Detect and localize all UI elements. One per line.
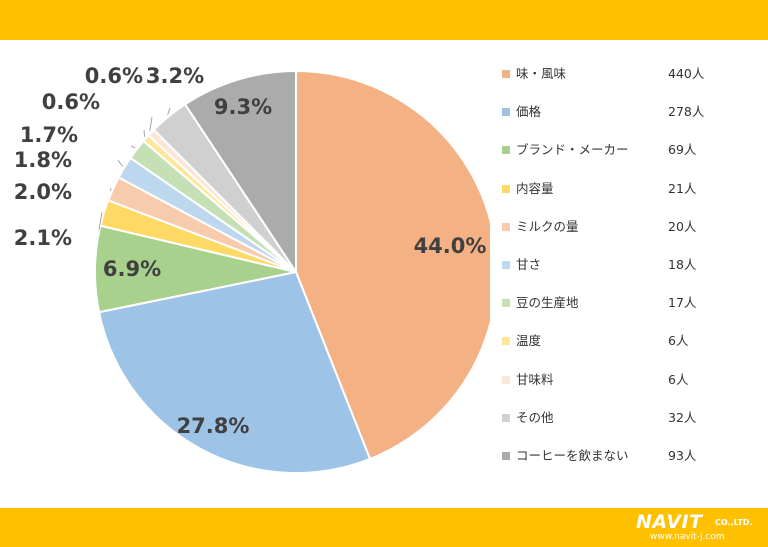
legend-count: 69人 [668, 142, 697, 158]
logo-name: NAVIT [636, 511, 703, 533]
percent-label-3: 2.1% [14, 226, 72, 250]
legend-count: 6人 [668, 371, 689, 387]
legend-swatch [502, 451, 510, 460]
legend-item: 温度 6人 [502, 331, 752, 369]
legend-swatch [502, 108, 510, 117]
legend-label: 価格 [516, 104, 542, 120]
legend-swatch [502, 337, 510, 346]
logo-url: www.navit-j.com [650, 532, 725, 542]
percent-label-4: 2.0% [14, 180, 72, 204]
legend-swatch [502, 222, 510, 231]
legend-label: 温度 [516, 333, 542, 349]
logo-company-suffix: CO.,LTD. [715, 518, 753, 527]
legend-count: 440人 [668, 66, 705, 81]
legend-item: 甘味料 6人 [502, 370, 752, 408]
legend-label: 甘さ [516, 256, 542, 272]
legend-swatch [502, 299, 510, 308]
bottom-banner [0, 508, 768, 547]
percent-label-7: 0.6% [42, 90, 100, 114]
legend-swatch [502, 184, 510, 193]
legend-label: 内容量 [516, 180, 554, 196]
legend-count: 32人 [668, 409, 697, 425]
legend-label: 豆の生産地 [516, 295, 579, 311]
leader-line-6 [130, 145, 136, 149]
legend-swatch [502, 70, 510, 78]
legend-item: ミルクの量 20人 [502, 217, 752, 255]
legend-label: ブランド・メーカー [516, 142, 629, 158]
pie-slice-10 [183, 69, 297, 276]
leader-lines [98, 107, 171, 231]
pie-chart: 44.0%27.8%6.9%2.1%2.0%1.8%1.7%0.6%0.6% 3.… [14, 64, 490, 474]
leader-line-9 [167, 107, 171, 115]
leader-line-3 [98, 212, 103, 231]
leader-line-5 [117, 159, 124, 167]
leader-line-8 [149, 116, 153, 132]
legend-item: 価格 278人 [502, 102, 752, 140]
legend-count: 17人 [668, 295, 697, 311]
legend-item: 味・風味 440人 [502, 64, 752, 102]
legend-swatch [502, 375, 510, 384]
legend-count: 93人 [668, 447, 697, 463]
legend-count: 20人 [668, 218, 697, 234]
percent-label-6: 1.7% [20, 123, 78, 147]
legend-item: ブランド・メーカー 69人 [502, 140, 752, 178]
legend-count: 21人 [668, 180, 697, 196]
percent-label-1: 27.8% [177, 414, 250, 438]
legend-count: 6人 [668, 333, 689, 349]
legend-count: 278人 [668, 104, 705, 120]
percent-label-2: 6.9% [103, 257, 161, 281]
legend-swatch [502, 146, 510, 155]
percent-label-5: 1.8% [14, 148, 72, 172]
legend-label: その他 [516, 409, 554, 425]
legend-label: 甘味料 [516, 371, 554, 387]
legend-item: 甘さ 18人 [502, 255, 752, 293]
top-banner [0, 0, 768, 40]
pie-slice-0 [295, 69, 490, 461]
legend: 味・風味 440人価格 278人ブランド・メーカー 69人内容量 21人ミルクの量 20人… [502, 64, 752, 484]
legend-count: 18人 [668, 256, 697, 272]
legend-label: ミルクの量 [516, 218, 579, 234]
pie-slice-1 [97, 270, 372, 474]
legend-item: コーヒーを飲まない 93人 [502, 446, 752, 484]
percent-label-9: 3.2% [146, 64, 204, 88]
legend-swatch [502, 413, 510, 422]
percent-label-8: 0.6% [85, 64, 143, 88]
legend-item: 内容量 21人 [502, 179, 752, 217]
leader-line-4 [109, 187, 112, 192]
percent-label-0: 44.0% [414, 234, 487, 258]
percent-labels: 44.0%27.8%6.9%2.1%2.0%1.8%1.7%0.6%0.6% 3.… [14, 64, 487, 438]
legend-item: 豆の生産地 17人 [502, 293, 752, 331]
pie-slices [94, 69, 490, 474]
legend-swatch [502, 260, 510, 269]
percent-label-10: 9.3% [214, 95, 272, 119]
legend-label: 味・風味 [516, 66, 567, 81]
legend-label: コーヒーを飲まない [516, 447, 629, 463]
legend-item: その他 32人 [502, 408, 752, 446]
company-logo: NAVIT CO.,LTD. www.navit-j.com [636, 512, 762, 545]
leader-line-7 [143, 129, 146, 137]
